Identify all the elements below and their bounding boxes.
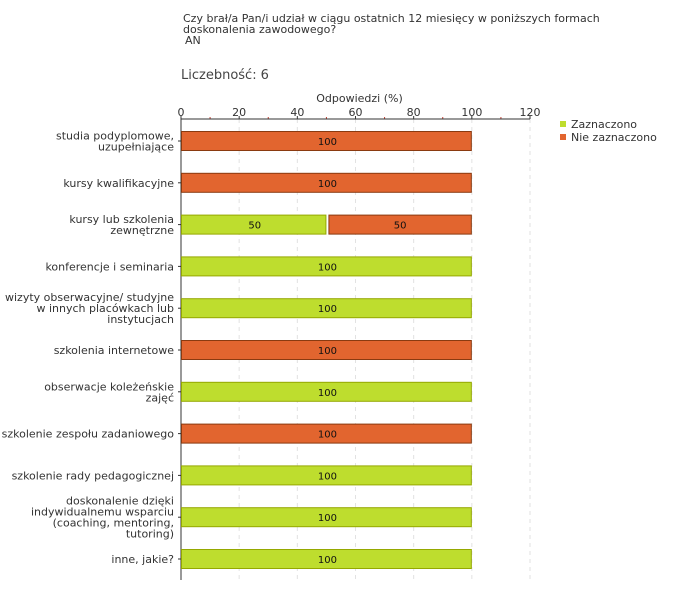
bar-value-label: 100 [318,388,337,399]
category-label: kursy kwalifikacyjne [63,177,174,190]
bar-value-label: 100 [318,346,337,357]
bar-value-label: 50 [248,221,261,232]
category-label: konferencje i seminaria [45,260,174,273]
bar-value-label: 50 [394,221,407,232]
category-label: uzupełniające [98,141,174,154]
question-code: AN [185,34,201,47]
bar-zaznaczono [181,549,472,569]
x-tick-label: 80 [407,106,421,119]
legend-swatch-zaznaczono [560,121,566,127]
x-tick-label: 40 [290,106,304,119]
legend-label-zaznaczono: Zaznaczono [571,117,638,131]
bar-nie-zaznaczono [181,340,472,360]
bar-zaznaczono [181,214,327,235]
bar-zaznaczono [181,507,472,528]
category-label: studia podyplomowe, [56,130,174,143]
bar-zaznaczono [181,465,472,486]
bar-nie-zaznaczono [181,172,472,193]
bar-value-label: 100 [318,555,337,566]
bar-value-label: 100 [318,304,337,315]
count-label: Liczebność: [181,68,257,83]
legend-label-nie-zaznaczono: Nie zaznaczono [571,130,657,144]
legend-item-nie-zaznaczono: Nie zaznaczono [560,130,657,144]
x-tick-label: 0 [178,106,185,119]
category-label: szkolenie zespołu zadaniowego [2,428,175,441]
legend-item-zaznaczono: Zaznaczono [560,117,657,131]
x-axis-title: Odpowiedzi (%) [316,92,403,105]
category-label: kursy lub szkolenia [69,213,174,226]
x-tick-label: 60 [349,106,363,119]
category-label: indywidualnemu wsparciu [31,506,174,519]
question-line-2: doskonalenia zawodowego? [183,23,337,36]
category-label: tutoring) [126,528,174,541]
category-label: (coaching, mentoring, [53,517,174,530]
bar-zaznaczono [181,381,472,402]
count-value: 6 [260,68,269,83]
category-label: obserwacje koleżeńskie [44,380,174,393]
x-tick-label: 120 [520,106,541,119]
bar-nie-zaznaczono [181,131,472,151]
category-label: instytucjach [107,313,174,326]
bar-value-label: 100 [318,137,337,148]
legend-swatch-nie-zaznaczono [560,134,566,140]
question-text: Czy brał/a Pan/i udział w ciągu ostatnic… [183,13,623,46]
category-label: zewnętrzne [110,224,174,237]
bar-value-label: 100 [318,179,337,190]
respondent-count: Liczebność: 6 [181,68,269,83]
bar-zaznaczono [181,256,472,277]
question-line-1: Czy brał/a Pan/i udział w ciągu ostatnic… [183,12,600,25]
chart-legend: Zaznaczono Nie zaznaczono [560,118,657,144]
x-tick-label: 20 [232,106,246,119]
bar-nie-zaznaczono [181,423,472,444]
x-tick-label: 100 [461,106,482,119]
bar-nie-zaznaczono [328,214,472,235]
category-label: wizyty obserwacyjne/ studyjne [5,291,174,304]
category-label: szkolenia internetowe [54,344,175,357]
bar-value-label: 100 [318,430,337,441]
bar-value-label: 100 [318,513,337,524]
category-label: zajęć [146,391,174,404]
category-label: doskonalenie dzięki [66,495,174,508]
category-label: inne, jakie? [111,553,174,566]
category-label: w innych placówkach lub [36,302,174,315]
category-label: szkolenie rady pedagogicznej [12,469,174,482]
bar-value-label: 100 [318,471,337,482]
bar-zaznaczono [181,298,472,319]
bar-value-label: 100 [318,262,337,273]
